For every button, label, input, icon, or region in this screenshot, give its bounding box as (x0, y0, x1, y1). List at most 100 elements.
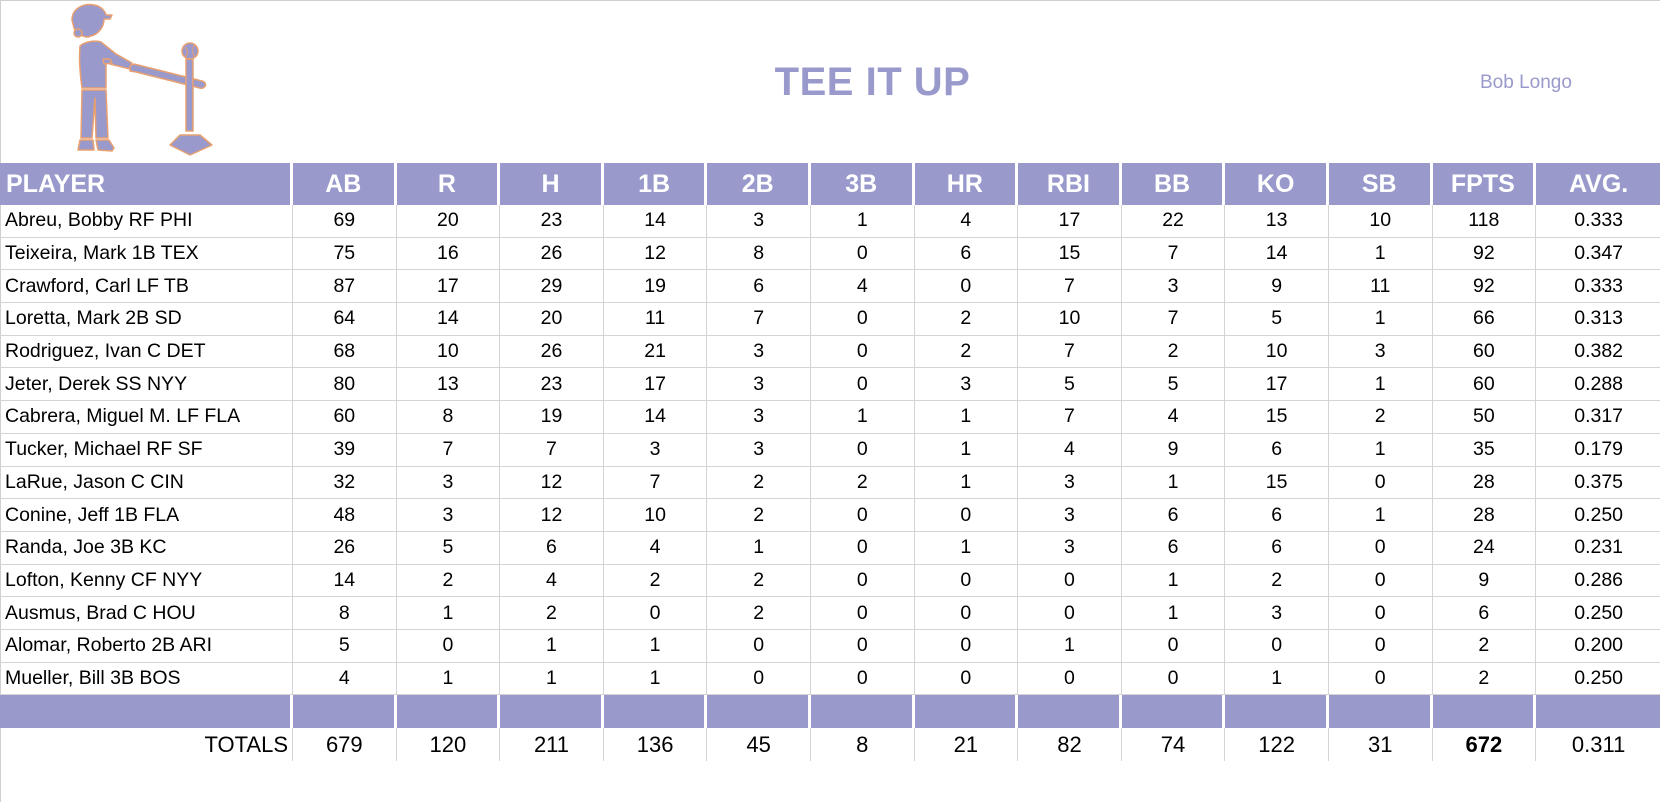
cell-avg[interactable]: 0.288 (1536, 368, 1660, 402)
cell-avg[interactable]: 0.179 (1536, 434, 1660, 467)
cell-ko[interactable]: 6 (1225, 433, 1329, 467)
cell-1b[interactable]: 7 (603, 466, 708, 500)
cell-r[interactable]: 1 (396, 597, 501, 630)
cell-ko[interactable]: 6 (1225, 531, 1329, 565)
total-ab[interactable]: 679 (293, 728, 397, 762)
cell-1b[interactable]: 19 (603, 270, 708, 304)
cell-bb[interactable]: 9 (1121, 433, 1226, 467)
cell-3b[interactable]: 0 (810, 499, 915, 532)
cell-3b[interactable]: 0 (810, 335, 915, 369)
cell-ab[interactable]: 32 (293, 466, 397, 500)
cell-1b[interactable]: 11 (603, 303, 708, 336)
cell-2b[interactable]: 3 (707, 335, 811, 369)
cell-fpts[interactable]: 66 (1432, 303, 1537, 336)
cell-r[interactable]: 16 (396, 237, 501, 271)
cell-rbi[interactable]: 7 (1018, 335, 1122, 369)
cell-hr[interactable]: 1 (914, 466, 1019, 500)
cell-h[interactable]: 26 (500, 237, 604, 271)
cell-sb[interactable]: 1 (1328, 368, 1433, 402)
cell-player[interactable]: Lofton, Kenny CF NYY (0, 564, 293, 598)
cell-bb[interactable]: 3 (1121, 270, 1226, 304)
cell-player[interactable]: Ausmus, Brad C HOU (0, 597, 293, 630)
cell-h[interactable]: 23 (500, 205, 604, 238)
cell-ab[interactable]: 64 (293, 303, 397, 336)
cell-fpts[interactable]: 2 (1432, 662, 1537, 696)
cell-h[interactable]: 1 (500, 662, 604, 696)
cell-player[interactable]: Mueller, Bill 3B BOS (0, 662, 293, 696)
cell-2b[interactable]: 3 (707, 401, 811, 434)
cell-r[interactable]: 3 (396, 499, 501, 532)
cell-hr[interactable]: 1 (914, 531, 1019, 565)
cell-rbi[interactable]: 0 (1018, 564, 1122, 598)
cell-ko[interactable]: 10 (1225, 335, 1329, 369)
cell-1b[interactable]: 12 (603, 237, 708, 271)
cell-sb[interactable]: 0 (1328, 629, 1433, 663)
cell-r[interactable]: 20 (396, 205, 501, 238)
cell-avg[interactable]: 0.333 (1536, 205, 1660, 238)
cell-ab[interactable]: 4 (293, 662, 397, 696)
cell-ab[interactable]: 48 (293, 499, 397, 532)
cell-ab[interactable]: 8 (293, 597, 397, 630)
column-header-3b[interactable]: 3B (810, 163, 915, 205)
column-header-rbi[interactable]: RBI (1018, 163, 1122, 205)
cell-sb[interactable]: 0 (1328, 597, 1433, 630)
cell-1b[interactable]: 4 (603, 531, 708, 565)
total-2b[interactable]: 45 (707, 728, 811, 762)
cell-avg[interactable]: 0.347 (1536, 238, 1660, 271)
cell-1b[interactable]: 0 (603, 597, 708, 630)
cell-rbi[interactable]: 10 (1018, 303, 1122, 336)
totals-label[interactable]: TOTALS (0, 728, 293, 762)
cell-3b[interactable]: 1 (810, 205, 915, 238)
cell-fpts[interactable]: 28 (1432, 466, 1537, 500)
total-avg[interactable]: 0.311 (1571, 731, 1626, 757)
cell-1b[interactable]: 14 (603, 401, 708, 434)
cell-sb[interactable]: 3 (1328, 335, 1433, 369)
cell-bb[interactable]: 1 (1121, 466, 1226, 500)
cell-2b[interactable]: 6 (707, 270, 811, 304)
total-rbi[interactable]: 82 (1018, 728, 1122, 762)
cell-avg[interactable]: 0.250 (1536, 663, 1660, 696)
cell-bb[interactable]: 7 (1121, 303, 1226, 336)
cell-ab[interactable]: 68 (293, 335, 397, 369)
cell-h[interactable]: 7 (500, 433, 604, 467)
cell-fpts[interactable]: 9 (1432, 564, 1537, 598)
cell-1b[interactable]: 10 (603, 499, 708, 532)
cell-r[interactable]: 7 (396, 433, 501, 467)
cell-fpts[interactable]: 24 (1432, 531, 1537, 565)
cell-2b[interactable]: 8 (707, 237, 811, 271)
cell-hr[interactable]: 0 (914, 499, 1019, 532)
cell-fpts[interactable]: 28 (1432, 499, 1537, 532)
cell-fpts[interactable]: 2 (1432, 629, 1537, 663)
cell-h[interactable]: 26 (500, 335, 604, 369)
cell-h[interactable]: 1 (500, 629, 604, 663)
cell-hr[interactable]: 0 (914, 662, 1019, 696)
cell-r[interactable]: 17 (396, 270, 501, 304)
cell-rbi[interactable]: 7 (1018, 270, 1122, 304)
cell-sb[interactable]: 0 (1328, 531, 1433, 565)
cell-3b[interactable]: 0 (810, 433, 915, 467)
cell-ko[interactable]: 13 (1225, 205, 1329, 238)
cell-bb[interactable]: 1 (1121, 597, 1226, 630)
cell-avg[interactable]: 0.286 (1536, 565, 1660, 598)
cell-ko[interactable]: 3 (1225, 597, 1329, 630)
cell-ab[interactable]: 39 (293, 433, 397, 467)
cell-ko[interactable]: 14 (1225, 237, 1329, 271)
cell-3b[interactable]: 0 (810, 303, 915, 336)
cell-3b[interactable]: 0 (810, 237, 915, 271)
total-ko[interactable]: 122 (1225, 728, 1329, 762)
cell-2b[interactable]: 3 (707, 433, 811, 467)
cell-fpts[interactable]: 118 (1432, 205, 1537, 238)
cell-h[interactable]: 23 (500, 368, 604, 402)
cell-player[interactable]: Tucker, Michael RF SF (0, 433, 293, 467)
cell-fpts[interactable]: 60 (1432, 335, 1537, 369)
cell-ko[interactable]: 1 (1225, 662, 1329, 696)
cell-avg[interactable]: 0.313 (1536, 303, 1660, 336)
cell-avg[interactable]: 0.250 (1536, 597, 1660, 630)
cell-3b[interactable]: 2 (810, 466, 915, 500)
cell-hr[interactable]: 0 (914, 629, 1019, 663)
column-header-avg[interactable]: AVG. (1536, 163, 1660, 205)
cell-ab[interactable]: 5 (293, 629, 397, 663)
cell-sb[interactable]: 1 (1328, 237, 1433, 271)
cell-ko[interactable]: 6 (1225, 499, 1329, 532)
cell-r[interactable]: 14 (396, 303, 501, 336)
